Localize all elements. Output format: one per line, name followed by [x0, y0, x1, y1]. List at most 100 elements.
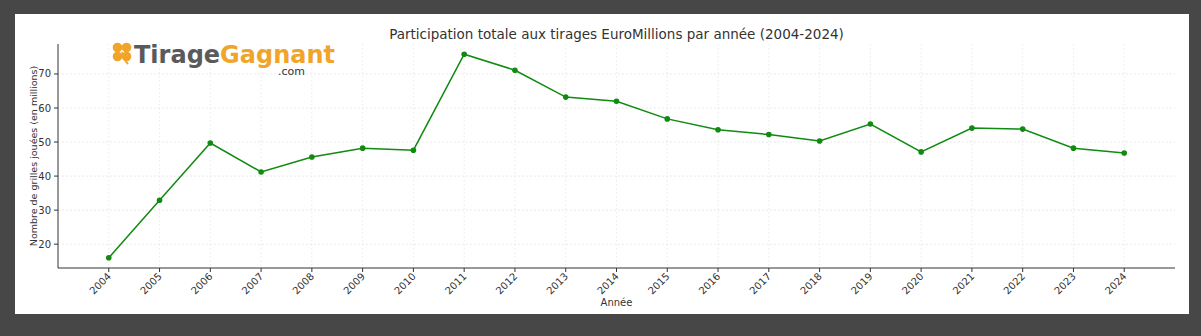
- grid-line: [58, 210, 1175, 211]
- tick-mark: [565, 268, 566, 272]
- grid-line: [718, 44, 719, 268]
- tick-mark: [921, 268, 922, 272]
- tick-mark: [413, 268, 414, 272]
- grid-line: [768, 44, 769, 268]
- data-point: [208, 140, 214, 146]
- grid-line: [1022, 44, 1023, 268]
- data-point: [918, 149, 924, 155]
- data-point: [868, 121, 874, 127]
- tick-mark: [514, 268, 515, 272]
- y-tick-label: 40: [38, 171, 51, 182]
- data-point: [969, 125, 975, 131]
- data-point: [664, 116, 670, 122]
- grid-line: [464, 44, 465, 268]
- data-point: [309, 154, 315, 160]
- x-tick-label: 2013: [544, 271, 570, 297]
- data-point: [1020, 126, 1026, 132]
- plot-area: [106, 51, 1127, 260]
- logo-leaf: [122, 43, 132, 53]
- data-point: [817, 138, 823, 144]
- y-tick-label: 20: [38, 239, 51, 250]
- grid-line: [514, 44, 515, 268]
- data-point: [106, 255, 112, 261]
- x-tick-label: 2009: [341, 271, 367, 297]
- y-tick-label: 70: [38, 68, 51, 79]
- tick-mark: [108, 268, 109, 272]
- chart-title: Participation totale aux tirages EuroMil…: [389, 26, 844, 42]
- tick-mark: [1022, 268, 1023, 272]
- data-point: [411, 147, 417, 153]
- tick-mark: [616, 268, 617, 272]
- tick-mark: [54, 244, 58, 245]
- tick-mark: [464, 268, 465, 272]
- x-tick-label: 2016: [697, 271, 723, 297]
- tick-mark: [870, 268, 871, 272]
- data-point: [461, 51, 467, 57]
- x-tick-label: 2017: [747, 271, 773, 297]
- x-tick-label: 2014: [595, 271, 621, 297]
- tick-mark: [159, 268, 160, 272]
- x-tick-label: 2019: [849, 271, 875, 297]
- x-tick-label: 2018: [798, 271, 824, 297]
- grid-line: [58, 142, 1175, 143]
- x-tick-label: 2005: [138, 271, 164, 297]
- grid-line: [413, 44, 414, 268]
- logo-leaf: [113, 43, 123, 53]
- grid-line: [108, 44, 109, 268]
- y-tick-label: 60: [38, 103, 51, 114]
- x-tick-label: 2004: [87, 271, 113, 297]
- grid-line: [667, 44, 668, 268]
- chart: 2030405060702004200520062007200820092010…: [0, 0, 1201, 336]
- grid-line: [565, 44, 566, 268]
- x-tick-label: 2022: [1001, 271, 1027, 297]
- grid-line: [971, 44, 972, 268]
- tick-mark: [210, 268, 211, 272]
- tick-mark: [718, 268, 719, 272]
- grid-line: [870, 44, 871, 268]
- tick-mark: [971, 268, 972, 272]
- data-point: [258, 169, 264, 175]
- tick-mark: [54, 73, 58, 74]
- grid-line: [1073, 44, 1074, 268]
- tick-mark: [54, 108, 58, 109]
- tick-mark: [261, 268, 262, 272]
- grid-line: [261, 44, 262, 268]
- tick-mark: [768, 268, 769, 272]
- tick-mark: [1073, 268, 1074, 272]
- tick-mark: [54, 142, 58, 143]
- logo-domain: .com: [278, 65, 305, 78]
- grid-line: [362, 44, 363, 268]
- data-point: [614, 98, 620, 104]
- logo-text-part: Tirage: [134, 41, 220, 69]
- x-tick-label: 2010: [392, 271, 418, 297]
- tick-mark: [1124, 268, 1125, 272]
- logo-stem: [122, 52, 128, 64]
- x-tick-label: 2023: [1052, 271, 1078, 297]
- x-tick-label: 2012: [494, 271, 520, 297]
- y-tick-label: 50: [38, 137, 51, 148]
- x-axis-label: Année: [601, 297, 633, 308]
- data-point: [360, 145, 366, 151]
- y-tick-label: 30: [38, 205, 51, 216]
- grid-line: [921, 44, 922, 268]
- data-point: [1121, 150, 1127, 156]
- tick-mark: [311, 268, 312, 272]
- x-tick-label: 2024: [1103, 271, 1129, 297]
- data-point: [1071, 145, 1077, 151]
- data-point: [157, 197, 163, 203]
- data-point: [512, 67, 518, 73]
- tick-mark: [362, 268, 363, 272]
- grid-line: [210, 44, 211, 268]
- x-tick-label: 2007: [240, 271, 266, 297]
- grid-line: [616, 44, 617, 268]
- tick-mark: [667, 268, 668, 272]
- x-tick-label: 2021: [951, 271, 977, 297]
- grid-line: [819, 44, 820, 268]
- tick-mark: [819, 268, 820, 272]
- grid-line: [58, 73, 1175, 74]
- logo-leaf: [113, 52, 123, 62]
- y-axis-label: Nombre de grilles jouées (en millions): [28, 66, 39, 246]
- logo: TirageGagnant.com: [113, 41, 335, 78]
- data-point: [766, 132, 772, 138]
- x-tick-label: 2015: [646, 271, 672, 297]
